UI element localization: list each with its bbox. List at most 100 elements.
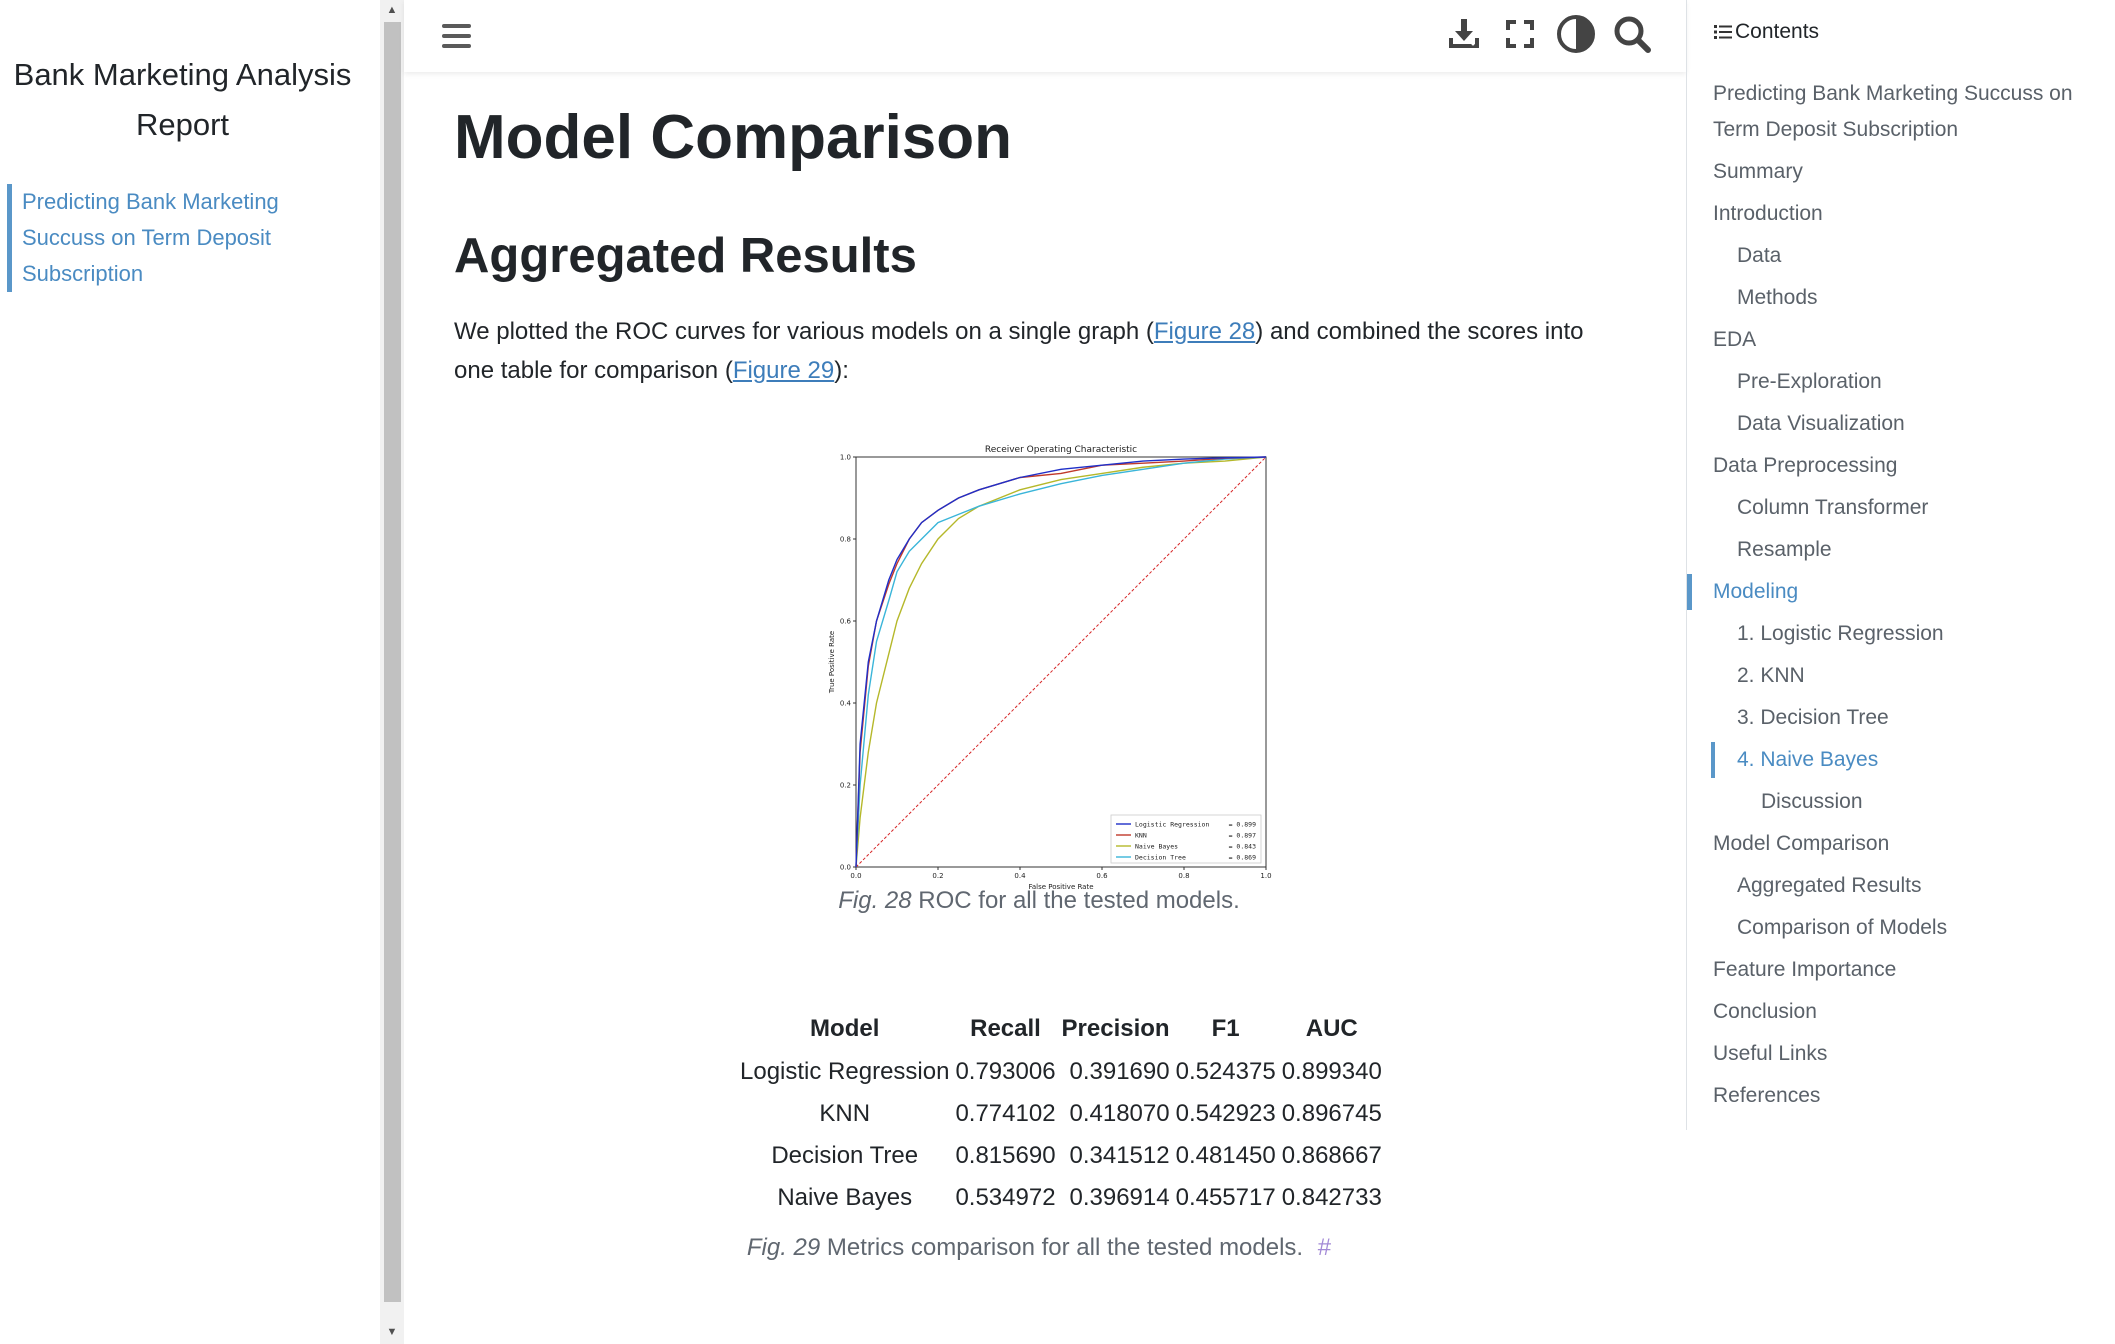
chart-legend-value: = 0.869 (1229, 854, 1256, 862)
toc-item[interactable]: Feature Importance (1713, 958, 1897, 981)
chart-y-tick-label: 0.8 (840, 536, 851, 544)
toc-item[interactable]: Predicting Bank Marketing Succuss on Ter… (1713, 82, 2073, 141)
page-title: Model Comparison (454, 103, 1013, 172)
site-title[interactable]: Bank Marketing Analysis Report (0, 50, 365, 150)
table-cell: KNN (819, 1100, 871, 1127)
figure-29-caption: Fig. 29 Metrics comparison for all the t… (454, 1234, 1624, 1262)
toc-item[interactable]: Introduction (1713, 202, 1823, 225)
table-row: Logistic Regression 0.793006 0.391690 0.… (737, 1051, 1385, 1093)
toc-item[interactable]: Column Transformer (1737, 496, 1929, 519)
table-cell: 0.868667 (1281, 1142, 1382, 1169)
metrics-table: Model Recall Precision F1 AUC Logistic R… (737, 1007, 1385, 1219)
intro-text-1: We plotted the ROC curves for various mo… (454, 318, 1154, 345)
menu-icon[interactable] (440, 18, 476, 54)
table-cell: 0.793006 (955, 1058, 1056, 1085)
chart-y-tick-label: 0.6 (840, 618, 852, 626)
left-nav-link-line-3[interactable]: Subscription (22, 261, 144, 286)
toc-item[interactable]: 4. Naive Bayes (1687, 742, 2115, 778)
left-sidebar: Bank Marketing Analysis Report Predictin… (0, 0, 380, 1344)
download-icon[interactable] (1444, 14, 1484, 54)
toc-item[interactable]: Modeling (1687, 574, 2115, 610)
table-cell: 0.524375 (1175, 1058, 1276, 1085)
chart-x-tick-label: 1.0 (1260, 872, 1271, 880)
figure-28-caption: Fig. 28 ROC for all the tested models. (454, 887, 1624, 915)
figure-29-link[interactable]: Figure 29 (732, 357, 835, 384)
toc-item[interactable]: Data (1737, 244, 1782, 267)
left-nav-link-line-2[interactable]: Succuss on Term Deposit (22, 225, 272, 250)
chart-x-axis-label: False Positive Rate (1028, 883, 1093, 891)
table-cell: Decision Tree (771, 1142, 919, 1169)
table-cell: Naive Bayes (777, 1184, 913, 1211)
toc-item[interactable]: Resample (1737, 538, 1832, 561)
figure-28-link[interactable]: Figure 28 (1153, 318, 1256, 345)
figure-29-caption-text: Metrics comparison for all the tested mo… (826, 1234, 1304, 1261)
scroll-down-arrow-icon[interactable]: ▼ (386, 1326, 398, 1338)
section-heading: Aggregated Results (454, 229, 917, 283)
left-nav-link-line-1[interactable]: Predicting Bank Marketing (22, 189, 279, 214)
chart-y-tick-label: 1.0 (840, 454, 851, 462)
table-cell: 0.341512 (1069, 1142, 1170, 1169)
chart-legend-value: = 0.897 (1229, 832, 1256, 840)
table-cell: 0.774102 (955, 1100, 1056, 1127)
theme-toggle-icon[interactable] (1556, 14, 1596, 54)
chart-title: Receiver Operating Characteristic (985, 445, 1137, 455)
chart-legend-value: = 0.843 (1229, 843, 1256, 851)
figure-29-permalink[interactable]: # (1317, 1234, 1332, 1261)
chart-y-tick-label: 0.2 (840, 782, 851, 790)
fullscreen-icon[interactable] (1500, 14, 1540, 54)
table-header-model: Model (810, 1015, 880, 1042)
scrollbar-thumb[interactable] (384, 22, 401, 1302)
roc-chart: Receiver Operating Characteristic False P… (828, 445, 1272, 891)
header-toolbar (404, 0, 1686, 72)
chart-x-tick-label: 0.0 (850, 872, 861, 880)
site-title-line-1[interactable]: Bank Marketing Analysis (13, 57, 352, 92)
toc-item[interactable]: Data Visualization (1737, 412, 1905, 435)
toc-item[interactable]: Useful Links (1713, 1042, 1828, 1065)
toc-item[interactable]: Comparison of Models (1737, 916, 1948, 939)
chart-x-tick-label: 0.6 (1096, 872, 1108, 880)
toc-item[interactable]: Data Preprocessing (1713, 454, 1898, 477)
table-cell: 0.842733 (1281, 1184, 1382, 1211)
figure-28-number: Fig. 28 (838, 887, 912, 914)
intro-text-3: ): (834, 357, 849, 384)
toc-item[interactable]: Aggregated Results (1737, 874, 1922, 897)
scroll-up-arrow-icon[interactable]: ▲ (386, 4, 398, 16)
toc-item[interactable]: References (1713, 1084, 1821, 1107)
figure-28-caption-text: ROC for all the tested models. (918, 887, 1240, 914)
toc-item[interactable]: Summary (1713, 160, 1803, 183)
toc-item[interactable]: Methods (1737, 286, 1818, 309)
table-cell: 0.396914 (1069, 1184, 1170, 1211)
toc-item[interactable]: Conclusion (1713, 1000, 1817, 1023)
chart-y-tick-label: 0.4 (840, 700, 852, 708)
toc-title: Contents (1735, 20, 1820, 43)
toc-item[interactable]: 2. KNN (1737, 664, 1805, 687)
table-cell: 0.391690 (1069, 1058, 1170, 1085)
toc-item[interactable]: 3. Decision Tree (1737, 706, 1889, 729)
chart-x-tick-label: 0.8 (1178, 872, 1189, 880)
chart-series-line (855, 456, 1267, 868)
table-cell: 0.481450 (1175, 1142, 1276, 1169)
chart-legend-label: Decision Tree (1135, 854, 1186, 862)
toc-item[interactable]: 1. Logistic Regression (1737, 622, 1944, 645)
chart-x-tick-label: 0.4 (1014, 872, 1026, 880)
table-of-contents: Contents Predicting Bank Marketing Succu… (1686, 0, 2115, 1130)
toc-item[interactable]: Discussion (1761, 790, 1863, 813)
search-icon[interactable] (1612, 14, 1652, 54)
toc-header: Contents (1713, 20, 1819, 44)
toc-item[interactable]: Model Comparison (1713, 832, 1890, 855)
toc-item[interactable]: EDA (1713, 328, 1757, 351)
table-header-auc: AUC (1305, 1015, 1358, 1042)
chart-reference-line (855, 456, 1267, 868)
scrollbar[interactable]: ▲ ▼ (380, 0, 404, 1344)
site-title-line-2[interactable]: Report (135, 107, 230, 142)
list-icon (1713, 22, 1733, 42)
table-cell: 0.455717 (1175, 1184, 1276, 1211)
table-row: Decision Tree 0.815690 0.341512 0.481450… (737, 1135, 1385, 1177)
table-cell: 0.815690 (955, 1142, 1056, 1169)
toc-item[interactable]: Pre-Exploration (1737, 370, 1882, 393)
chart-y-axis-label: True Positive Rate (828, 631, 836, 694)
chart-legend-label: KNN (1135, 832, 1147, 840)
intro-paragraph: We plotted the ROC curves for various mo… (454, 312, 1624, 390)
chart-legend-value: = 0.899 (1229, 821, 1256, 829)
table-cell: 0.896745 (1281, 1100, 1382, 1127)
